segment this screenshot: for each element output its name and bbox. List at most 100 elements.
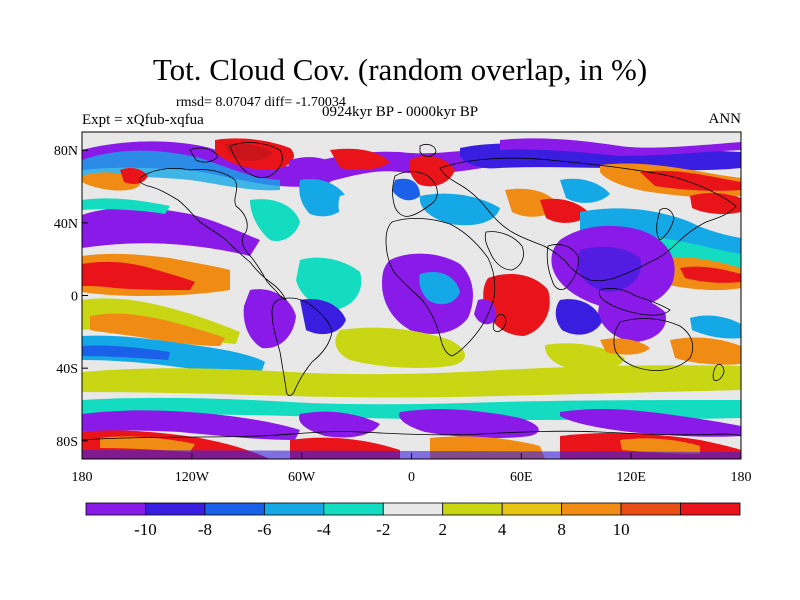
lat-tick-label: 40S: [56, 362, 78, 377]
colorbar-swatch: [680, 502, 741, 516]
colorbar-swatch: [561, 502, 622, 516]
anomaly-region: [82, 198, 170, 214]
anomaly-region: [82, 410, 300, 440]
colorbar-label: -2: [376, 520, 390, 539]
colorbar-swatch: [85, 502, 146, 516]
coastline-india: [546, 244, 579, 290]
anomaly-region: [335, 327, 465, 368]
anomaly-region: [560, 178, 610, 203]
anomaly-region: [296, 257, 362, 310]
colorbar: -10 -8 -6 -4 -2 2 4 8 10: [85, 502, 741, 539]
anomaly-region: [399, 409, 539, 439]
anomaly-region: [680, 266, 741, 283]
anomaly-region: [500, 138, 741, 156]
colorbar-swatch: [263, 502, 325, 516]
coastline-antarctica: [82, 430, 741, 441]
lon-tick-label: 60E: [510, 470, 533, 485]
anomaly-region: [690, 192, 741, 215]
anomaly-region: [555, 299, 602, 335]
experiment-label: Expt = xQfub-xqfua: [82, 112, 204, 128]
anomaly-region: [419, 272, 460, 305]
anomaly-region: [560, 409, 741, 437]
anomaly-region: [338, 192, 410, 234]
lat-tick-label: 80S: [56, 435, 78, 450]
anomaly-region: [460, 143, 741, 171]
anomaly-region: [82, 365, 741, 398]
anomaly-region: [330, 148, 390, 170]
anomaly-region: [640, 170, 741, 191]
colorbar-swatch: [382, 502, 444, 516]
lon-tick-label: 0: [408, 470, 415, 485]
map-title: Tot. Cloud Cov. (random overlap, in %): [152, 52, 648, 87]
coastline-australia: [613, 318, 694, 371]
colorbar-label: 4: [498, 520, 507, 539]
latitude-axis: 80N 40N 0 40S 80S: [54, 144, 88, 450]
anomaly-region: [82, 261, 195, 290]
anomaly-region: [82, 207, 260, 256]
colorbar-label: 10: [613, 520, 630, 539]
season-label: ANN: [708, 111, 742, 127]
anomaly-region: [474, 299, 497, 325]
anomaly-region: [690, 315, 741, 339]
anomaly-region: [243, 289, 296, 349]
anomaly-region: [409, 155, 455, 187]
lon-tick-label: 180: [72, 470, 93, 485]
anomaly-region: [419, 193, 500, 226]
colorbar-label: -8: [198, 520, 212, 539]
colorbar-swatch: [620, 502, 681, 516]
coastline-svalbard: [419, 144, 437, 157]
anomaly-region: [540, 198, 590, 223]
anomaly-region: [82, 345, 170, 360]
coastline-asia: [439, 157, 737, 282]
colorbar-swatch: [204, 502, 265, 516]
lat-tick-label: 80N: [54, 144, 78, 159]
anomaly-region: [483, 274, 550, 336]
lat-tick-label: 0: [71, 290, 78, 305]
coastline-south-america: [271, 297, 333, 396]
coastlines: [82, 142, 741, 441]
lon-tick-label: 120W: [175, 470, 210, 485]
colorbar-swatch: [145, 502, 206, 516]
anomaly-region: [544, 343, 625, 372]
coastline-north-america: [139, 168, 288, 302]
anomaly-region: [600, 338, 650, 355]
coastline-africa: [385, 218, 496, 357]
coastline-new-zealand: [712, 364, 725, 381]
rmsd-diff-stats: rmsd= 8.07047 diff= -1.70034: [176, 95, 346, 110]
anomaly-region: [299, 411, 380, 438]
lon-tick-label: 60W: [288, 470, 316, 485]
anomaly-region: [82, 141, 500, 187]
lat-tick-label: 40N: [54, 217, 78, 232]
lon-tick-label: 120E: [616, 470, 646, 485]
colorbar-label: -10: [134, 520, 157, 539]
anomaly-region: [120, 168, 148, 184]
anomaly-region: [250, 199, 300, 242]
period-label: 0924kyr BP - 0000kyr BP: [322, 104, 479, 120]
colorbar-label: 2: [438, 520, 447, 539]
lon-tick-label: 180: [731, 470, 752, 485]
anomaly-region: [620, 438, 700, 454]
coastline-japan: [656, 208, 675, 241]
coastline-arabia: [484, 231, 524, 271]
colorbar-swatch: [323, 502, 384, 516]
anomaly-region: [299, 178, 348, 217]
anomaly-region: [392, 178, 420, 201]
map-field: [82, 132, 741, 459]
anomaly-region: [100, 436, 195, 452]
anomaly-region: [670, 337, 741, 365]
colorbar-label: -6: [257, 520, 271, 539]
colorbar-swatch: [442, 502, 503, 516]
coastline-indonesia: [598, 288, 671, 316]
anomaly-region: [82, 335, 265, 376]
coastline-greenland: [229, 142, 283, 178]
anomaly-region: [225, 143, 272, 161]
coastline-madagascar: [492, 314, 507, 332]
longitude-axis: 180 120W 60W 0 60E 120E 180: [72, 453, 752, 485]
colorbar-swatch: [501, 502, 563, 516]
coastline-arctic-islands: [189, 147, 219, 163]
colorbar-label: -4: [317, 520, 332, 539]
anomaly-region: [90, 313, 225, 346]
anomaly-region: [82, 150, 280, 191]
colorbar-label: 8: [557, 520, 566, 539]
